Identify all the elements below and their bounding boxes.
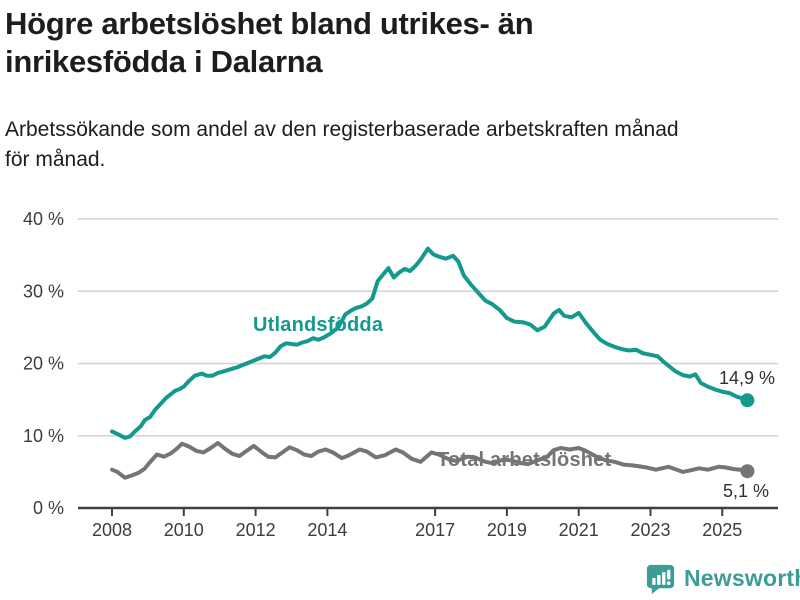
y-tick-label-10: 10 % [23, 426, 64, 446]
series-label-utlandsfodda: Utlandsfödda [253, 314, 384, 336]
page-title-line-1: Högre arbetslöshet bland utrikes- än [5, 6, 534, 41]
x-tick-label-2010: 2010 [164, 520, 204, 540]
end-value-label-utlandsfodda: 14,9 % [719, 368, 776, 388]
newsworthy-logo: Newsworthy [644, 562, 800, 595]
x-tick-label-2021: 2021 [559, 520, 599, 540]
x-tick-label-2017: 2017 [415, 520, 455, 540]
x-tick-label-2023: 2023 [630, 520, 670, 540]
y-tick-label-0: 0 % [33, 498, 64, 518]
chart-subtitle: Arbetssökande som andel av den registerb… [5, 115, 785, 175]
x-tick-label-2025: 2025 [702, 520, 742, 540]
series-end-dot-0 [740, 393, 755, 408]
page-title-line-2: inrikesfödda i Dalarna [5, 44, 323, 79]
series-line-0 [110, 246, 750, 440]
x-tick-label-2012: 2012 [236, 520, 276, 540]
series-line-1 [110, 441, 750, 480]
page-title: Högre arbetslöshet bland utrikes- än inr… [5, 5, 745, 81]
y-tick-label-40: 40 % [23, 209, 64, 229]
series-label-total-arbetsloshet: Total arbetslöshet [437, 449, 612, 471]
newsworthy-logo-text: Newsworthy [684, 565, 800, 591]
series-end-dot-1 [740, 464, 755, 479]
y-tick-label-30: 30 % [23, 281, 64, 301]
end-value-label-total: 5,1 % [723, 481, 770, 501]
x-tick-label-2019: 2019 [487, 520, 527, 540]
x-tick-label-2014: 2014 [307, 520, 347, 540]
chart-subtitle-line-2: för månad. [5, 148, 106, 171]
x-tick-label-2008: 2008 [92, 520, 132, 540]
bar-chart-bubble-icon [646, 564, 675, 595]
chart-subtitle-line-1: Arbetssökande som andel av den registerb… [5, 118, 679, 141]
y-tick-label-20: 20 % [23, 354, 64, 374]
